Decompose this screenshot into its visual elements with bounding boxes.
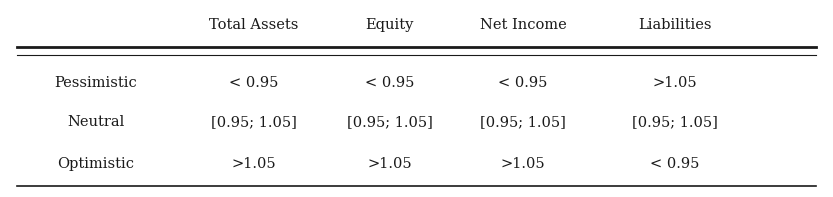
Text: < 0.95: < 0.95 (650, 156, 700, 171)
Text: Neutral: Neutral (67, 115, 124, 129)
Text: >1.05: >1.05 (367, 156, 412, 171)
Text: [0.95; 1.05]: [0.95; 1.05] (631, 115, 718, 129)
Text: Net Income: Net Income (480, 18, 566, 32)
Text: < 0.95: < 0.95 (365, 76, 415, 90)
Text: [0.95; 1.05]: [0.95; 1.05] (211, 115, 297, 129)
Text: [0.95; 1.05]: [0.95; 1.05] (480, 115, 566, 129)
Text: Optimistic: Optimistic (57, 156, 134, 171)
Text: < 0.95: < 0.95 (498, 76, 548, 90)
Text: >1.05: >1.05 (232, 156, 277, 171)
Text: >1.05: >1.05 (501, 156, 546, 171)
Text: Pessimistic: Pessimistic (54, 76, 137, 90)
Text: [0.95; 1.05]: [0.95; 1.05] (347, 115, 433, 129)
Text: Total Assets: Total Assets (209, 18, 299, 32)
Text: Equity: Equity (366, 18, 414, 32)
Text: < 0.95: < 0.95 (229, 76, 279, 90)
Text: Liabilities: Liabilities (638, 18, 711, 32)
Text: >1.05: >1.05 (652, 76, 697, 90)
